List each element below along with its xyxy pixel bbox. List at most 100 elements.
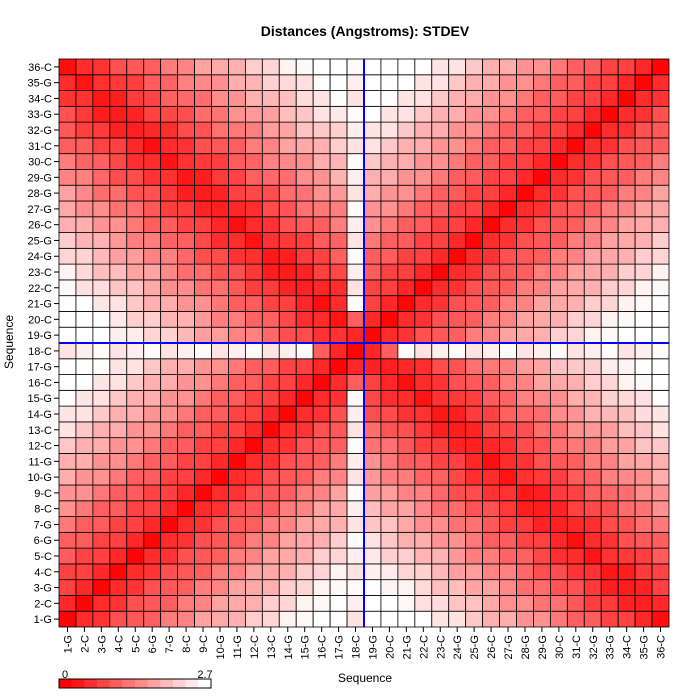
heatmap-cell: [499, 326, 517, 344]
heatmap-cell: [261, 516, 280, 533]
heatmap-cell: [465, 247, 484, 265]
heatmap-cell: [583, 326, 602, 344]
heatmap-cell: [431, 374, 450, 391]
heatmap-cell: [109, 484, 128, 502]
heatmap-cell: [58, 342, 77, 360]
heatmap-cell: [431, 295, 450, 312]
heatmap-cell: [58, 579, 77, 596]
heatmap-cell: [533, 595, 551, 612]
heatmap-cell: [431, 437, 450, 454]
heatmap-cell: [177, 610, 195, 628]
heatmap-cell: [58, 610, 77, 628]
heatmap-cell: [566, 453, 585, 470]
heatmap-cell: [363, 421, 382, 439]
heatmap-cell: [58, 232, 77, 249]
heatmap-cell: [583, 216, 602, 233]
heatmap-cell: [549, 121, 568, 139]
heatmap-cell: [228, 90, 246, 107]
heatmap-cell: [160, 153, 179, 170]
heatmap-cell: [244, 90, 263, 107]
heatmap-cell: [329, 58, 348, 76]
heatmap-cell: [448, 90, 467, 107]
heatmap-cell: [617, 500, 636, 517]
heatmap-cell: [363, 311, 382, 328]
heatmap-cell: [533, 500, 551, 517]
heatmap-cell: [346, 169, 365, 186]
heatmap-cell: [244, 547, 263, 565]
heatmap-cell: [244, 405, 263, 423]
heatmap-cell: [448, 468, 467, 486]
heatmap-cell: [516, 342, 534, 360]
heatmap-cell: [533, 468, 551, 486]
heatmap-cell: [261, 105, 280, 123]
heatmap-cell: [397, 74, 416, 91]
heatmap-cell: [465, 216, 484, 233]
heatmap-cells: [58, 58, 670, 628]
heatmap-cell: [448, 500, 467, 517]
heatmap-cell: [448, 279, 467, 297]
heatmap-cell: [278, 74, 297, 91]
heatmap-cell: [295, 484, 314, 502]
heatmap-cell: [431, 137, 450, 155]
heatmap-cell: [397, 500, 416, 517]
heatmap-cell: [533, 531, 551, 549]
heatmap-cell: [211, 468, 229, 486]
heatmap-cell: [600, 311, 619, 328]
heatmap-cell: [160, 484, 179, 502]
heatmap-cell: [431, 421, 450, 439]
heatmap-cell: [651, 453, 670, 470]
heatmap-cell: [448, 484, 467, 502]
heatmap-cell: [329, 232, 348, 249]
heatmap-cell: [346, 121, 365, 139]
heatmap-cell: [261, 610, 280, 628]
heatmap-cell: [143, 279, 162, 297]
heatmap-cell: [617, 216, 636, 233]
heatmap-cell: [482, 58, 500, 76]
x-tick-label: 28-G: [520, 635, 532, 659]
heatmap-cell: [448, 58, 467, 76]
heatmap-cell: [600, 137, 619, 155]
heatmap-cell: [177, 153, 195, 170]
heatmap-cell: [346, 184, 365, 202]
heatmap-cell: [600, 279, 619, 297]
heatmap-cell: [651, 358, 670, 375]
heatmap-cell: [431, 169, 450, 186]
heatmap-cell: [92, 216, 111, 233]
heatmap-cell: [92, 563, 111, 581]
heatmap-cell: [261, 531, 280, 549]
heatmap-cell: [397, 453, 416, 470]
heatmap-cell: [109, 421, 128, 439]
heatmap-cell: [431, 326, 450, 344]
heatmap-cell: [617, 342, 636, 360]
heatmap-cell: [261, 216, 280, 233]
heatmap-cell: [329, 169, 348, 186]
heatmap-cell: [499, 389, 517, 407]
heatmap-cell: [244, 468, 263, 486]
heatmap-cell: [160, 500, 179, 517]
heatmap-cell: [109, 200, 128, 218]
heatmap-cell: [143, 516, 162, 533]
heatmap-cell: [278, 58, 297, 76]
heatmap-cell: [482, 374, 500, 391]
heatmap-cell: [397, 184, 416, 202]
heatmap-cell: [75, 421, 94, 439]
heatmap-cell: [617, 263, 636, 281]
heatmap-cell: [363, 484, 382, 502]
heatmap-cell: [516, 437, 534, 454]
heatmap-cell: [244, 311, 263, 328]
heatmap-cell: [143, 437, 162, 454]
heatmap-cell: [143, 374, 162, 391]
heatmap-cell: [533, 232, 551, 249]
heatmap-cell: [499, 232, 517, 249]
heatmap-cell: [583, 437, 602, 454]
heatmap-cell: [414, 137, 433, 155]
heatmap-cell: [414, 247, 433, 265]
heatmap-cell: [363, 516, 382, 533]
heatmap-cell: [211, 421, 229, 439]
heatmap-cell: [329, 516, 348, 533]
heatmap-cell: [58, 358, 77, 375]
heatmap-cell: [397, 58, 416, 76]
heatmap-cell: [126, 90, 145, 107]
colorbar-swatch: [59, 679, 73, 688]
heatmap-cell: [363, 358, 382, 375]
